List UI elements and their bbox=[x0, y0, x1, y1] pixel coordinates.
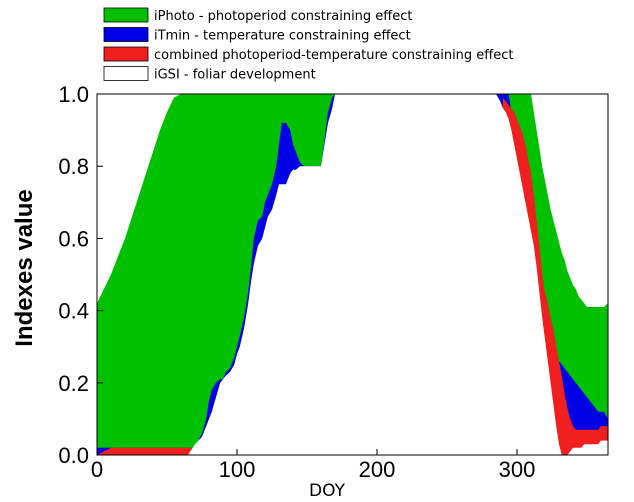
legend-label: iPhoto - photoperiod constraining effect bbox=[154, 9, 413, 24]
y-tick-label: 0.2 bbox=[58, 371, 89, 396]
y-tick-label: 0.8 bbox=[58, 154, 89, 179]
legend-swatch bbox=[103, 7, 149, 23]
series-area-4 bbox=[97, 94, 608, 455]
legend: iPhoto - photoperiod constraining effect… bbox=[103, 7, 514, 83]
legend-swatch bbox=[103, 66, 149, 81]
y-tick-label: 0.6 bbox=[58, 226, 89, 251]
legend-label: iTmin - temperature constraining effect bbox=[154, 29, 411, 44]
x-tick-label: 300 bbox=[499, 457, 536, 482]
y-axis-label: Indexes value bbox=[11, 189, 38, 346]
legend-label: combined photoperiod-temperature constra… bbox=[154, 48, 514, 63]
x-tick-label: 100 bbox=[219, 457, 256, 482]
y-tick-label: 0.4 bbox=[58, 299, 89, 324]
legend-swatch bbox=[103, 27, 149, 42]
y-tick-label: 1.0 bbox=[58, 82, 89, 107]
legend-swatch bbox=[103, 46, 149, 62]
plot-area bbox=[97, 94, 608, 455]
y-tick-label: 0.0 bbox=[58, 443, 89, 468]
axis-ticks: 0.0 0.2 0.4 0.6 0.8 1.0 0 100 200 300 bbox=[58, 82, 535, 482]
x-tick-label: 200 bbox=[359, 457, 396, 482]
x-axis-label: DOY bbox=[309, 481, 346, 501]
legend-label: iGSI - foliar development bbox=[154, 68, 316, 83]
plot-frame bbox=[96, 93, 609, 456]
x-tick-label: 0 bbox=[91, 457, 103, 482]
